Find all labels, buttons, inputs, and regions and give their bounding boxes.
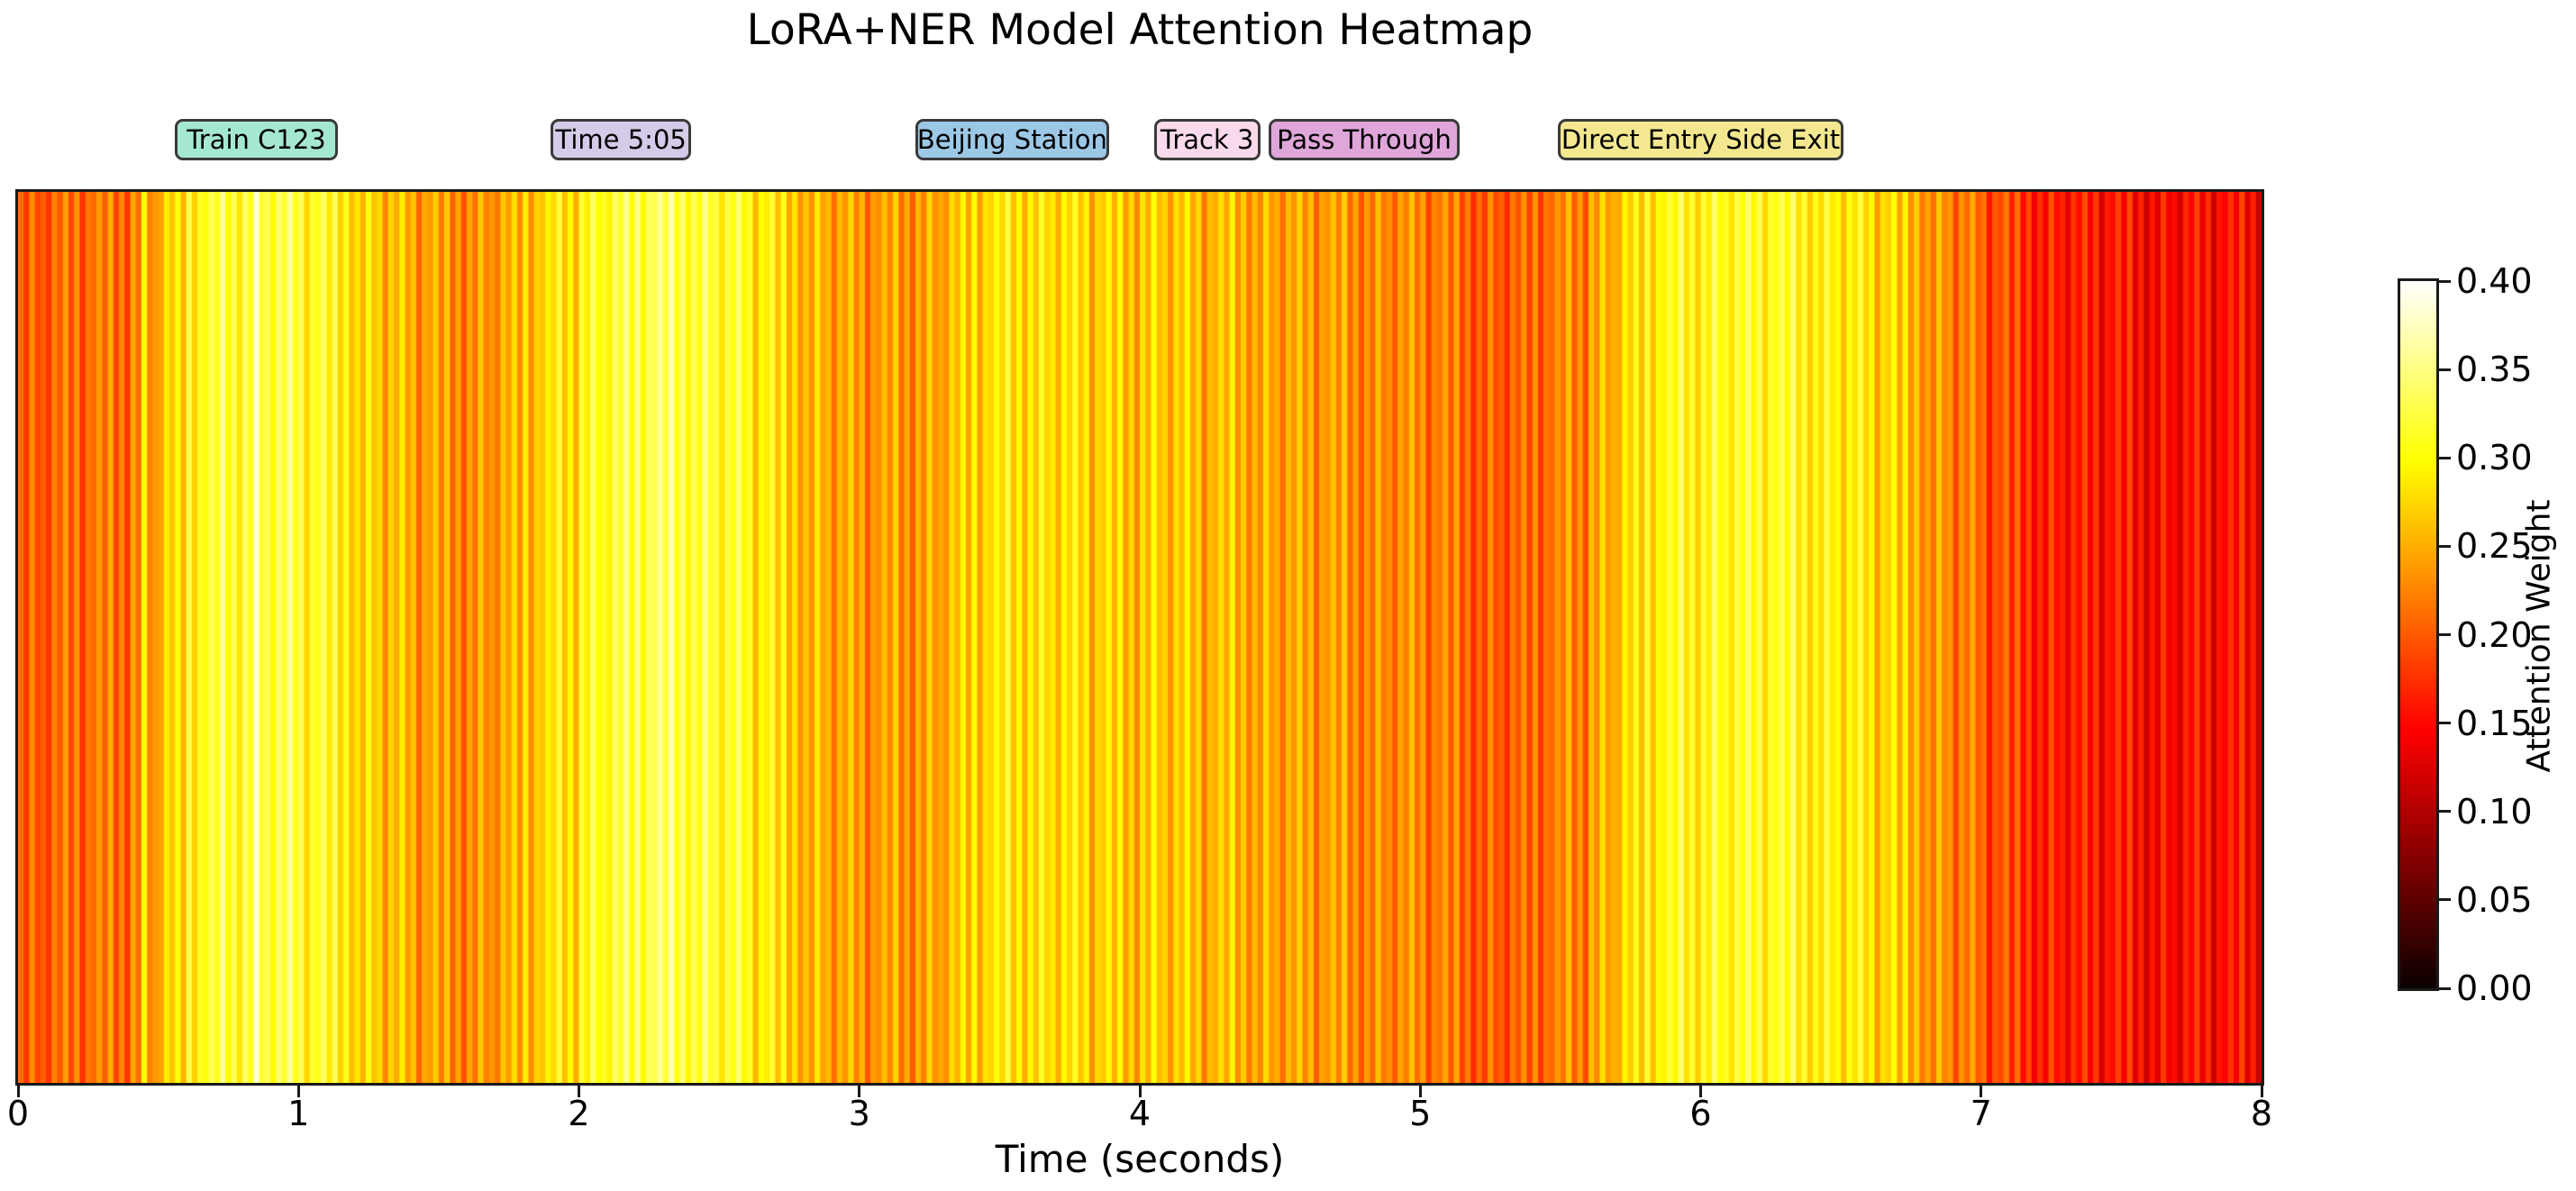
x-tick-label: 1 bbox=[287, 1094, 310, 1133]
x-tick-label: 4 bbox=[1128, 1094, 1151, 1133]
colorbar-tick-label: 0.40 bbox=[2456, 261, 2533, 301]
colorbar-tick-mark bbox=[2439, 368, 2451, 371]
x-tick-mark bbox=[2260, 1086, 2263, 1097]
colorbar-tick-label: 0.00 bbox=[2456, 968, 2533, 1008]
x-tick-mark bbox=[1138, 1086, 1142, 1097]
entity-annotation: Track 3 bbox=[1153, 119, 1261, 160]
heatmap-canvas bbox=[18, 192, 2262, 1083]
colorbar-tick-mark bbox=[2439, 544, 2451, 548]
colorbar-tick-mark bbox=[2439, 986, 2451, 990]
colorbar-tick-label: 0.25 bbox=[2456, 526, 2533, 567]
colorbar-tick-mark bbox=[2439, 898, 2451, 902]
colorbar-tick-mark bbox=[2439, 279, 2451, 283]
x-tick-mark bbox=[1699, 1086, 1702, 1097]
colorbar-tick-label: 0.35 bbox=[2456, 350, 2533, 390]
entity-annotation: Beijing Station bbox=[915, 119, 1109, 160]
x-tick-mark bbox=[1980, 1086, 1983, 1097]
entity-annotation: Train C123 bbox=[175, 119, 338, 160]
x-tick-mark bbox=[296, 1086, 300, 1097]
colorbar-tick-label: 0.10 bbox=[2456, 791, 2533, 832]
colorbar-label: Attention Weight bbox=[2520, 499, 2558, 773]
x-tick-mark bbox=[578, 1086, 580, 1097]
chart-title: LoRA+NER Model Attention Heatmap bbox=[746, 5, 1534, 55]
colorbar-tick-mark bbox=[2439, 456, 2451, 459]
entity-annotation: Time 5:05 bbox=[551, 119, 691, 160]
colorbar-tick-label: 0.20 bbox=[2456, 614, 2533, 655]
x-tick-mark bbox=[16, 1086, 20, 1097]
colorbar-tick-label: 0.05 bbox=[2456, 879, 2533, 920]
x-tick-label: 2 bbox=[568, 1094, 590, 1133]
entity-annotation: Pass Through bbox=[1269, 119, 1460, 160]
x-tick-mark bbox=[858, 1086, 861, 1097]
colorbar-tick-mark bbox=[2439, 810, 2451, 814]
x-tick-label: 0 bbox=[6, 1094, 30, 1133]
x-tick-label: 3 bbox=[848, 1094, 870, 1133]
x-tick-label: 8 bbox=[2250, 1094, 2273, 1133]
x-tick-mark bbox=[1418, 1086, 1422, 1097]
colorbar-tick-label: 0.15 bbox=[2456, 703, 2533, 743]
colorbar-tick-label: 0.30 bbox=[2456, 438, 2533, 478]
x-axis-label: Time (seconds) bbox=[995, 1137, 1285, 1181]
colorbar-tick-mark bbox=[2439, 633, 2451, 636]
x-tick-label: 6 bbox=[1689, 1094, 1712, 1133]
x-tick-label: 5 bbox=[1409, 1094, 1432, 1133]
colorbar-canvas bbox=[2400, 281, 2436, 988]
colorbar-tick-mark bbox=[2439, 722, 2451, 725]
entity-annotation: Direct Entry Side Exit bbox=[1557, 119, 1844, 160]
x-tick-label: 7 bbox=[1970, 1094, 1992, 1133]
